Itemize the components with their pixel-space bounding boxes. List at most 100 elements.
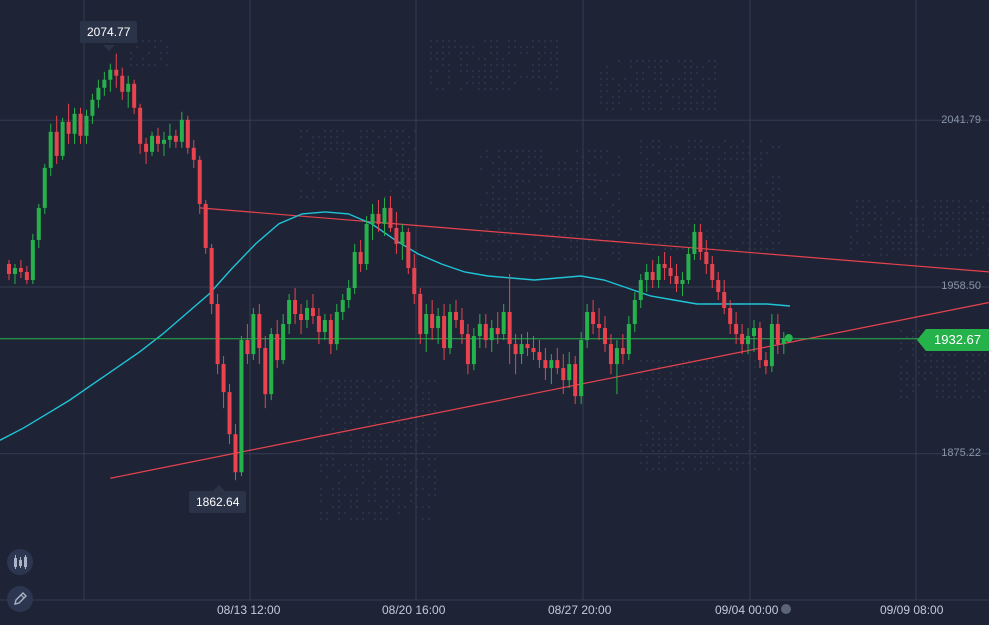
map-dot <box>386 470 388 472</box>
candle-body <box>698 231 703 252</box>
map-dot <box>694 432 696 434</box>
map-dot <box>606 192 608 194</box>
map-dot <box>540 198 542 200</box>
map-dot <box>714 78 716 80</box>
map-dot <box>670 242 672 244</box>
map-dot <box>306 160 308 162</box>
map-dot <box>742 194 744 196</box>
map-dot <box>970 230 972 232</box>
map-dot <box>958 224 960 226</box>
map-dot <box>660 72 662 74</box>
map-dot <box>694 468 696 470</box>
map-dot <box>510 228 512 230</box>
candle-body <box>471 336 476 365</box>
map-dot <box>724 170 726 172</box>
map-dot <box>300 196 302 198</box>
map-dot <box>362 398 364 400</box>
map-dot <box>534 156 536 158</box>
candle-body <box>12 267 17 274</box>
map-dot <box>504 210 506 212</box>
map-dot <box>640 224 642 226</box>
map-dot <box>984 360 986 362</box>
map-dot <box>912 384 914 386</box>
map-dot <box>422 398 424 400</box>
map-dot <box>958 206 960 208</box>
map-dot <box>498 258 500 260</box>
map-dot <box>434 482 436 484</box>
map-dot <box>312 190 314 192</box>
candle-body <box>173 135 178 142</box>
map-dot <box>360 190 362 192</box>
candle-body <box>608 344 613 365</box>
map-dot <box>906 396 908 398</box>
candlestick-icon[interactable] <box>7 549 33 575</box>
map-dot <box>970 236 972 238</box>
map-dot <box>350 386 352 388</box>
map-dot <box>666 60 668 62</box>
map-dot <box>398 380 400 382</box>
map-dot <box>402 172 404 174</box>
map-dot <box>366 160 368 162</box>
map-dot <box>976 200 978 202</box>
map-dot <box>972 396 974 398</box>
map-dot <box>398 392 400 394</box>
map-dot <box>712 438 714 440</box>
map-dot <box>380 506 382 508</box>
low-tag-arrow <box>213 485 225 491</box>
map-dot <box>396 184 398 186</box>
map-dot <box>754 230 756 232</box>
candle-body <box>120 75 125 92</box>
candle-body <box>722 292 727 309</box>
map-dot <box>486 204 488 206</box>
map-dot <box>946 218 948 220</box>
map-dot <box>730 444 732 446</box>
map-dot <box>410 398 412 400</box>
map-dot <box>546 252 548 254</box>
map-dot <box>706 366 708 368</box>
map-dot <box>670 230 672 232</box>
map-dot <box>498 180 500 182</box>
candle-body <box>78 113 83 136</box>
map-dot <box>652 438 654 440</box>
map-dot <box>654 72 656 74</box>
map-dot <box>966 360 968 362</box>
candle-body <box>680 279 685 284</box>
map-dot <box>544 52 546 54</box>
map-dot <box>510 246 512 248</box>
map-dot <box>654 60 656 62</box>
map-dot <box>664 206 666 208</box>
map-dot <box>386 500 388 502</box>
map-dot <box>760 212 762 214</box>
map-dot <box>684 66 686 68</box>
map-dot <box>862 212 864 214</box>
map-dot <box>516 174 518 176</box>
map-dot <box>664 420 666 422</box>
map-dot <box>350 440 352 442</box>
map-dot <box>706 456 708 458</box>
map-dot <box>724 378 726 380</box>
map-dot <box>916 254 918 256</box>
map-dot <box>712 236 714 238</box>
map-dot <box>690 78 692 80</box>
map-dot <box>510 222 512 224</box>
map-dot <box>552 222 554 224</box>
map-dot <box>984 354 986 356</box>
map-dot <box>588 228 590 230</box>
map-dot <box>936 396 938 398</box>
map-dot <box>658 182 660 184</box>
scroll-handle[interactable] <box>781 604 791 614</box>
map-dot <box>312 154 314 156</box>
map-dot <box>332 446 334 448</box>
candle-body <box>388 207 393 228</box>
map-dot <box>766 224 768 226</box>
map-dot <box>312 196 314 198</box>
map-dot <box>372 130 374 132</box>
map-dot <box>338 512 340 514</box>
map-dot <box>652 432 654 434</box>
pencil-icon[interactable] <box>7 586 33 612</box>
map-dot <box>892 242 894 244</box>
map-dot <box>898 218 900 220</box>
map-dot <box>922 248 924 250</box>
map-dot <box>130 64 132 66</box>
